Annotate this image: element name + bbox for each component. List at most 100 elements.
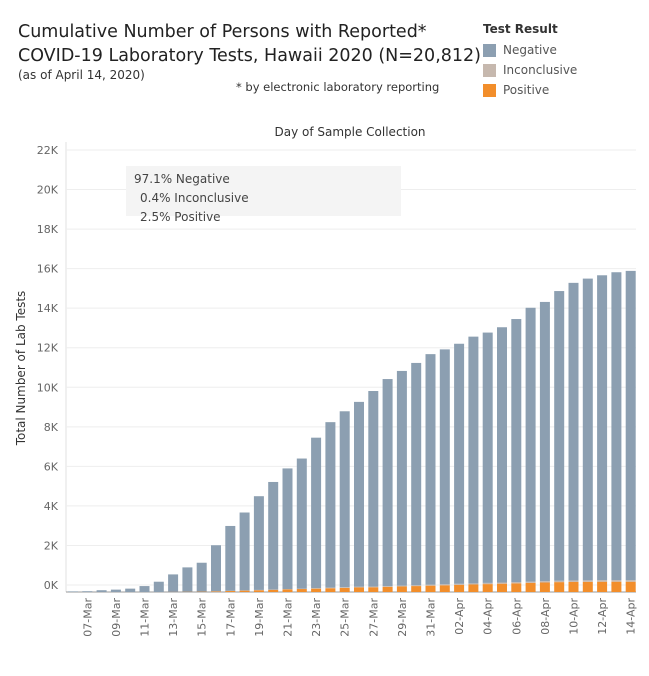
bar-inconclusive[interactable] [497,582,507,584]
bar-positive[interactable] [396,586,407,592]
bar-negative[interactable] [439,349,450,585]
bar-positive[interactable] [411,586,422,592]
bar-inconclusive[interactable] [396,585,407,587]
bar-negative[interactable] [153,581,164,592]
bar-positive[interactable] [554,582,565,592]
bar-negative[interactable] [511,319,522,583]
bar-inconclusive[interactable] [511,582,522,584]
bar-inconclusive[interactable] [425,584,436,586]
legend-label-negative: Negative [503,43,557,57]
bar-positive[interactable] [296,589,307,592]
bar-positive[interactable] [382,586,393,592]
bar-negative[interactable] [168,574,179,592]
bar-positive[interactable] [239,590,250,592]
bar-inconclusive[interactable] [525,581,536,583]
bar-positive[interactable] [539,582,550,592]
bar-negative[interactable] [96,590,107,592]
bar-positive[interactable] [282,589,293,592]
bar-positive[interactable] [211,591,221,592]
bar-negative[interactable] [82,591,93,592]
bar-negative[interactable] [225,525,236,591]
bar-positive[interactable] [268,589,279,592]
bar-negative[interactable] [296,458,307,589]
bar-inconclusive[interactable] [454,583,465,585]
bar-negative[interactable] [282,468,293,590]
bar-negative[interactable] [368,391,379,587]
bar-negative[interactable] [497,327,507,583]
bar-negative[interactable] [196,562,207,592]
legend-item-inconclusive[interactable]: Inconclusive [483,60,577,80]
bar-inconclusive[interactable] [382,586,393,587]
bar-negative[interactable] [568,282,579,581]
bar-positive[interactable] [625,581,636,592]
bar-negative[interactable] [268,481,279,590]
bar-inconclusive[interactable] [597,580,608,582]
bar-negative[interactable] [139,586,150,592]
bar-positive[interactable] [497,583,507,592]
bar-positive[interactable] [568,581,579,592]
bar-negative[interactable] [125,588,136,592]
bar-inconclusive[interactable] [339,587,350,588]
bar-negative[interactable] [68,591,78,592]
bar-negative[interactable] [597,275,608,581]
bar-inconclusive[interactable] [582,580,593,582]
bar-negative[interactable] [354,401,364,587]
bar-inconclusive[interactable] [411,585,422,587]
bar-inconclusive[interactable] [568,580,579,582]
y-tick-label: 6K [44,460,59,473]
bar-negative[interactable] [539,301,550,582]
bar-positive[interactable] [597,581,608,592]
bar-positive[interactable] [582,581,593,592]
bar-negative[interactable] [482,332,493,583]
legend-swatch-negative [483,43,496,57]
bar-positive[interactable] [311,588,322,592]
bar-negative[interactable] [339,411,350,588]
bar-negative[interactable] [311,437,322,589]
bar-negative[interactable] [625,270,636,581]
bar-inconclusive[interactable] [439,584,450,586]
bar-negative[interactable] [110,589,121,592]
bar-positive[interactable] [339,587,350,592]
bar-positive[interactable] [325,588,336,592]
bar-inconclusive[interactable] [468,583,479,585]
bar-inconclusive[interactable] [354,586,364,588]
footnote: * by electronic laboratory reporting [236,80,440,94]
bar-negative[interactable] [382,379,393,587]
bar-negative[interactable] [239,512,250,591]
bar-positive[interactable] [454,584,465,592]
annotation-positive: 2.5% Positive [140,210,221,224]
bar-positive[interactable] [225,591,236,592]
bar-negative[interactable] [211,545,221,592]
bar-inconclusive[interactable] [539,581,550,583]
bar-inconclusive[interactable] [625,580,636,582]
bar-positive[interactable] [368,587,379,592]
bar-negative[interactable] [396,370,407,586]
bar-negative[interactable] [411,362,422,586]
bar-positive[interactable] [439,585,450,592]
bar-negative[interactable] [325,422,336,588]
bar-positive[interactable] [511,583,522,592]
bar-positive[interactable] [611,581,622,592]
bar-inconclusive[interactable] [368,586,379,588]
bar-negative[interactable] [611,272,622,581]
bar-negative[interactable] [425,354,436,585]
bar-inconclusive[interactable] [611,580,622,582]
bar-positive[interactable] [482,584,493,592]
bar-inconclusive[interactable] [325,587,336,589]
bar-positive[interactable] [468,584,479,592]
bar-positive[interactable] [525,582,536,592]
bar-positive[interactable] [354,587,364,592]
bar-inconclusive[interactable] [482,582,493,585]
bar-negative[interactable] [468,336,479,584]
bar-inconclusive[interactable] [554,580,565,583]
bar-negative[interactable] [182,567,193,592]
bar-negative[interactable] [582,278,593,581]
bar-negative[interactable] [525,307,536,582]
bar-positive[interactable] [253,590,264,592]
bar-positive[interactable] [425,585,436,592]
legend-item-negative[interactable]: Negative [483,40,577,60]
bar-negative[interactable] [554,291,565,581]
bar-negative[interactable] [454,343,465,584]
legend-item-positive[interactable]: Positive [483,80,577,100]
bar-negative[interactable] [253,496,264,590]
